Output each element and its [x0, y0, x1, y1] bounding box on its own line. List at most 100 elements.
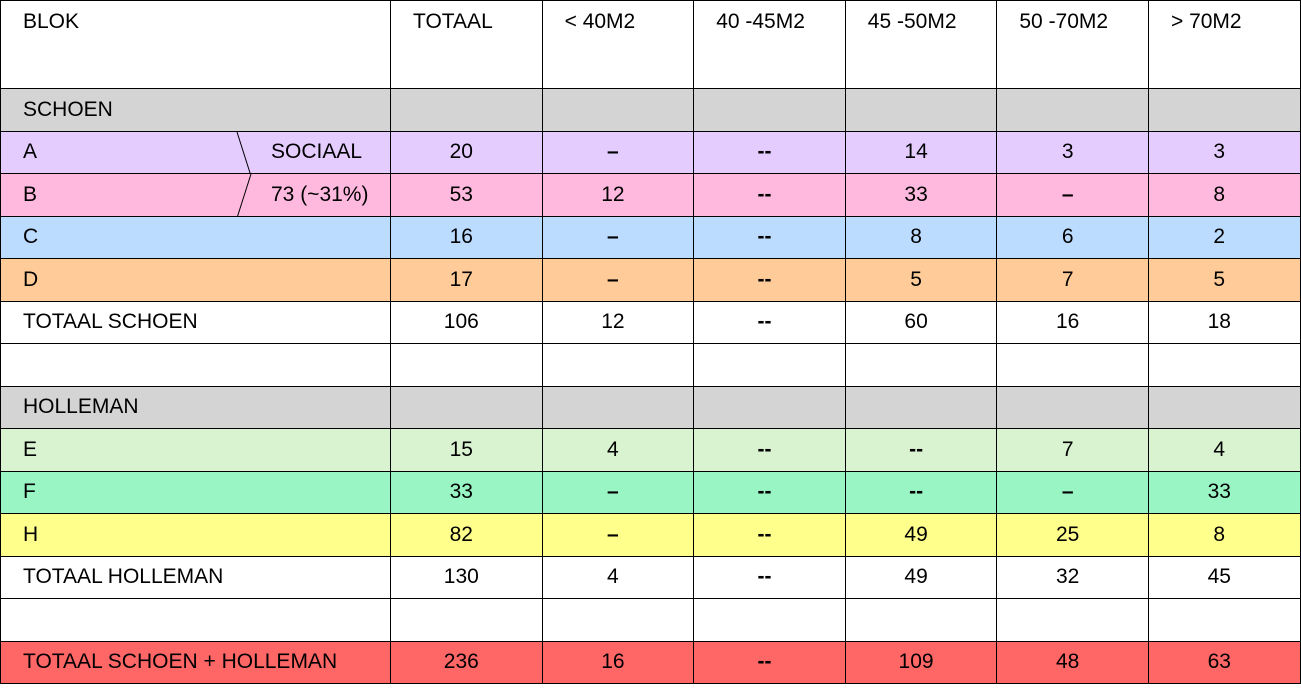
- cell-50-70: 3: [996, 130, 1149, 174]
- header-blok: BLOK: [0, 0, 391, 89]
- cell-50-70: –: [996, 173, 1149, 217]
- cell-40-45: --: [693, 300, 846, 344]
- cell-lt40: 12: [541, 173, 695, 217]
- cell-45-50: [844, 385, 998, 429]
- table-row-c: C 16– -- 8 6 2: [0, 215, 1301, 259]
- cell-totaal: 130: [390, 555, 543, 599]
- cell-40-45: --: [693, 130, 846, 174]
- table-row-totaal-schoen-holleman: TOTAAL SCHOEN + HOLLEMAN 236 16 -- 109 48 63: [0, 640, 1301, 684]
- cell-50-70: [996, 385, 1149, 429]
- cell-gt70: [1147, 343, 1301, 387]
- blok-label: H: [0, 513, 391, 557]
- cell-40-45: --: [693, 258, 846, 302]
- cell-45-50: 49: [844, 555, 998, 599]
- blank-row: [0, 343, 1301, 387]
- cell-gt70: 3: [1147, 130, 1301, 174]
- cell-40-45: --: [693, 215, 846, 259]
- cell-totaal: 15: [390, 428, 543, 472]
- cell-lt40: 4: [541, 428, 695, 472]
- cell-50-70: [996, 88, 1149, 132]
- cell-40-45: --: [693, 428, 846, 472]
- cell-50-70: 48: [996, 640, 1149, 684]
- blok-label: F: [0, 470, 391, 514]
- cell-50-70: [996, 343, 1149, 387]
- table-row-totaal-holleman: TOTAAL HOLLEMAN 130 4 -- 49 32 45: [0, 555, 1301, 599]
- cell-totaal: [390, 385, 543, 429]
- cell-gt70: 63: [1147, 640, 1301, 684]
- cell-totaal: 16: [390, 215, 543, 259]
- cell-lt40: [541, 385, 695, 429]
- cell-lt40: [541, 88, 695, 132]
- cell-45-50: --: [844, 470, 998, 514]
- cell-lt40: –: [541, 215, 695, 259]
- cell-totaal: 20: [390, 130, 543, 174]
- blok-label: B: [23, 182, 38, 206]
- cell-45-50: [844, 343, 998, 387]
- table-row-e: E 15 4 -- -- 7 4: [0, 428, 1301, 472]
- table-row-d: D 17– -- 5 7 5: [0, 258, 1301, 302]
- blok-label: TOTAAL HOLLEMAN: [0, 555, 391, 599]
- cell-50-70: 7: [996, 428, 1149, 472]
- blank-cell: [0, 598, 391, 642]
- cell-lt40: 16: [541, 640, 695, 684]
- cell-gt70: 5: [1147, 258, 1301, 302]
- blank-cell: [0, 343, 391, 387]
- cell-45-50: 14: [844, 130, 998, 174]
- blok-label: E: [0, 428, 391, 472]
- cell-40-45: [693, 343, 846, 387]
- blok-cell: A SOCIAAL: [0, 130, 391, 174]
- blok-split-cell: A SOCIAAL: [2, 131, 390, 173]
- header-lt40: < 40M2: [541, 0, 695, 89]
- cell-40-45: --: [693, 513, 846, 557]
- cell-totaal: 53: [390, 173, 543, 217]
- cell-40-45: --: [693, 640, 846, 684]
- cell-lt40: –: [541, 130, 695, 174]
- header-45-50: 45 -50M2: [844, 0, 998, 89]
- cell-gt70: 45: [1147, 555, 1301, 599]
- cell-50-70: [996, 598, 1149, 642]
- cell-50-70: 16: [996, 300, 1149, 344]
- header-50-70: 50 -70M2: [996, 0, 1149, 89]
- cell-totaal: 106: [390, 300, 543, 344]
- cell-50-70: –: [996, 470, 1149, 514]
- cell-gt70: 8: [1147, 513, 1301, 557]
- cell-totaal: [390, 88, 543, 132]
- cell-45-50: 5: [844, 258, 998, 302]
- cell-45-50: [844, 598, 998, 642]
- blok-cell: B 73 (~31%): [0, 173, 391, 217]
- cell-40-45: [693, 385, 846, 429]
- blank-row: [0, 598, 1301, 642]
- blok-label: D: [0, 258, 391, 302]
- cell-40-45: --: [693, 470, 846, 514]
- header-totaal: TOTAAL: [390, 0, 543, 89]
- cell-50-70: 7: [996, 258, 1149, 302]
- cell-lt40: –: [541, 258, 695, 302]
- cell-gt70: 18: [1147, 300, 1301, 344]
- cell-lt40: 12: [541, 300, 695, 344]
- cell-45-50: --: [844, 428, 998, 472]
- cell-45-50: 49: [844, 513, 998, 557]
- cell-45-50: 33: [844, 173, 998, 217]
- section-row-schoen: SCHOEN: [0, 88, 1301, 132]
- cell-totaal: 17: [390, 258, 543, 302]
- sociaal-label: SOCIAAL: [271, 140, 363, 164]
- cell-50-70: 6: [996, 215, 1149, 259]
- cell-gt70: 4: [1147, 428, 1301, 472]
- cell-lt40: –: [541, 470, 695, 514]
- cell-gt70: [1147, 598, 1301, 642]
- cell-45-50: 109: [844, 640, 998, 684]
- sociaal-value: 73 (~31%): [271, 182, 369, 206]
- cell-50-70: 25: [996, 513, 1149, 557]
- cell-totaal: 82: [390, 513, 543, 557]
- blok-label: TOTAAL SCHOEN + HOLLEMAN: [0, 640, 391, 684]
- cell-totaal: 33: [390, 470, 543, 514]
- table-row-h: H 82– -- 49 25 8: [0, 513, 1301, 557]
- cell-40-45: [693, 598, 846, 642]
- table-row-a: A SOCIAAL 20– -- 14 3 3: [0, 130, 1301, 174]
- header-40-45: 40 -45M2: [693, 0, 846, 89]
- bracket-divider: [236, 131, 251, 173]
- blok-label: C: [0, 215, 391, 259]
- blok-label: TOTAAL SCHOEN: [0, 300, 391, 344]
- unit-size-table: BLOK TOTAAL < 40M2 40 -45M2 45 -50M2 50 …: [0, 0, 1301, 684]
- cell-lt40: [541, 343, 695, 387]
